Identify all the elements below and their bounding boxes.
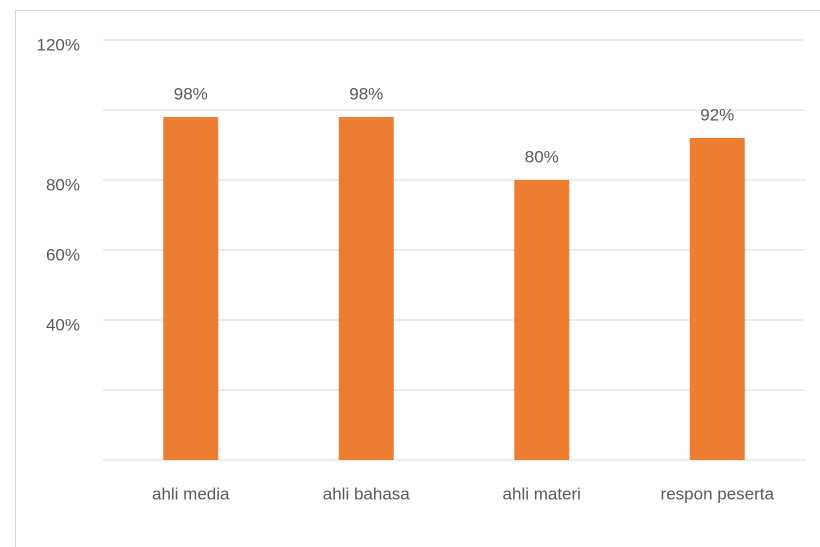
chart-border [15, 10, 820, 547]
y-tick-label: 120% [37, 35, 80, 54]
x-tick-label: ahli materi [503, 484, 581, 503]
bar [338, 117, 394, 460]
value-label: 98% [349, 84, 383, 103]
y-tick-label: 40% [46, 315, 80, 334]
bar [514, 180, 570, 460]
y-tick-label: 60% [46, 245, 80, 264]
x-tick-label: ahli media [152, 484, 230, 503]
x-tick-label: ahli bahasa [323, 484, 411, 503]
x-tick-label: respon peserta [661, 484, 775, 503]
value-label: 80% [525, 147, 559, 166]
y-tick-label: 80% [46, 175, 80, 194]
value-label: 92% [700, 105, 734, 124]
bar [163, 117, 219, 460]
bar [689, 138, 745, 460]
value-label: 98% [174, 84, 208, 103]
